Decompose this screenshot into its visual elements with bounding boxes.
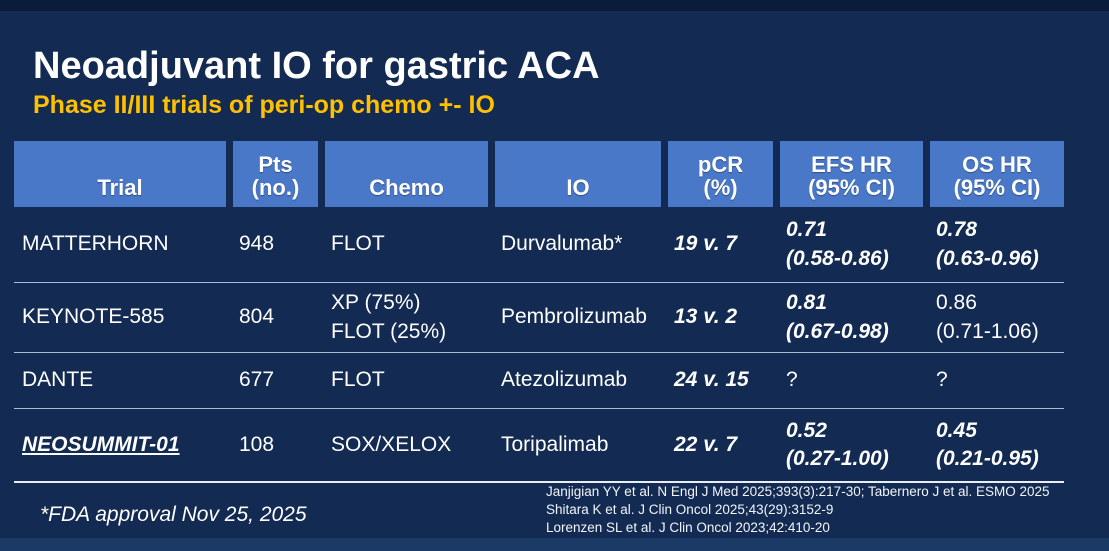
cell-os-hr: 0.86 (0.71-1.06): [936, 291, 1039, 343]
cell-pcr: 13 v. 2: [674, 305, 738, 329]
reference-line: Shitara K et al. J Clin Oncol 2025;43(29…: [546, 502, 834, 517]
reference-line: Lorenzen SL et al. J Clin Oncol 2023;42:…: [546, 520, 830, 535]
header-cell-io: IO: [495, 141, 661, 207]
cell-pcr: 19 v. 7: [674, 232, 738, 256]
cell-efs-hr: 0.81 (0.67-0.98): [786, 291, 889, 343]
reference-line: Janjigian YY et al. N Engl J Med 2025;39…: [546, 484, 1050, 499]
cell-os-hr: ?: [936, 368, 948, 392]
fda-approval-footnote: *FDA approval Nov 25, 2025: [40, 503, 307, 526]
cell-efs-hr: ?: [786, 368, 798, 392]
cell-chemo: XP (75%) FLOT (25%): [331, 291, 447, 343]
header-cell-efs-hr: EFS HR (95% CI): [780, 141, 923, 207]
slide-top-border: [0, 0, 1109, 11]
cell-efs-hr: 0.71 (0.58-0.86): [786, 218, 889, 270]
table-row-matterhorn: MATTERHORN 948 FLOT Durvalumab* 19 v. 7 …: [14, 207, 1064, 282]
table-row-neosummit-01: NEOSUMMIT-01 108 SOX/XELOX Toripalimab 2…: [14, 409, 1064, 481]
cell-efs-hr: 0.52 (0.27-1.00): [786, 418, 889, 470]
cell-trial: NEOSUMMIT-01: [22, 432, 180, 456]
cell-pcr: 22 v. 7: [674, 432, 738, 456]
cell-trial: DANTE: [22, 368, 94, 392]
cell-io: Durvalumab*: [501, 232, 623, 256]
cell-pts: 677: [239, 368, 275, 392]
page-title: Neoadjuvant IO for gastric ACA: [33, 45, 600, 88]
header-cell-pts: Pts (no.): [233, 141, 318, 207]
cell-io: Pembrolizumab: [501, 305, 647, 329]
row-divider: [14, 408, 1064, 409]
cell-pts: 108: [239, 432, 275, 456]
header-cell-os-hr: OS HR (95% CI): [930, 141, 1064, 207]
cell-os-hr: 0.78 (0.63-0.96): [936, 218, 1039, 270]
row-divider: [14, 282, 1064, 283]
cell-pts: 948: [239, 232, 275, 256]
header-cell-trial: Trial: [14, 141, 226, 207]
cell-chemo: SOX/XELOX: [331, 432, 452, 456]
cell-chemo: FLOT: [331, 232, 385, 256]
table-bottom-border: [14, 481, 1064, 483]
header-cell-chemo: Chemo: [325, 141, 488, 207]
cell-trial: KEYNOTE-585: [22, 305, 165, 329]
page-subtitle: Phase II/III trials of peri-op chemo +- …: [33, 90, 495, 119]
table-row-keynote-585: KEYNOTE-585 804 XP (75%) FLOT (25%) Pemb…: [14, 283, 1064, 352]
slide-bottom-border: [0, 538, 1109, 551]
header-cell-pcr: pCR (%): [668, 141, 773, 207]
table-header-row: Trial Pts (no.) Chemo IO pCR (%) EFS HR …: [14, 141, 1064, 207]
cell-io: Atezolizumab: [501, 368, 628, 392]
reference-list: Janjigian YY et al. N Engl J Med 2025;39…: [546, 483, 1106, 537]
cell-trial: MATTERHORN: [22, 232, 169, 256]
cell-pts: 804: [239, 305, 275, 329]
cell-io: Toripalimab: [501, 432, 609, 456]
cell-chemo: FLOT: [331, 368, 385, 392]
row-divider: [14, 352, 1064, 353]
cell-os-hr: 0.45 (0.21-0.95): [936, 418, 1039, 470]
table-row-dante: DANTE 677 FLOT Atezolizumab 24 v. 15 ? ?: [14, 353, 1064, 408]
cell-pcr: 24 v. 15: [674, 368, 749, 392]
trials-table: Trial Pts (no.) Chemo IO pCR (%) EFS HR …: [14, 141, 1064, 483]
